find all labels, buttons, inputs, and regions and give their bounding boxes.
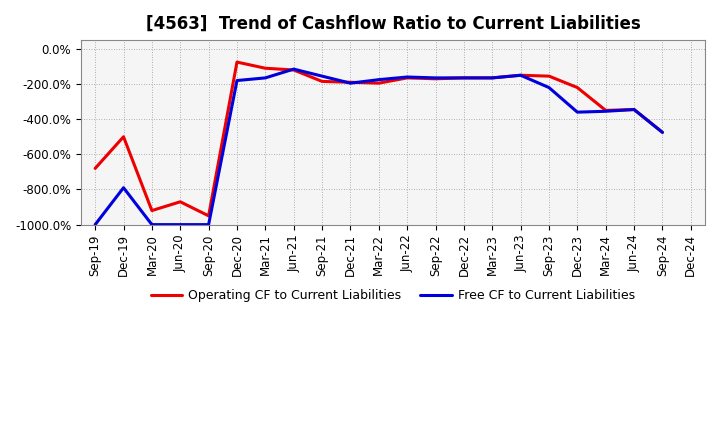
Operating CF to Current Liabilities (488, 75, 497, 81)
Free CF to Current Liabilities (148, 222, 156, 227)
Operating CF to Current Liabilities (289, 67, 298, 73)
Operating CF to Current Liabilities (120, 134, 128, 139)
Free CF to Current Liabilities (318, 73, 326, 79)
Free CF to Current Liabilities (261, 75, 270, 81)
Free CF to Current Liabilities (120, 185, 128, 191)
Operating CF to Current Liabilities (601, 108, 610, 113)
Operating CF to Current Liabilities (403, 75, 412, 81)
Free CF to Current Liabilities (289, 66, 298, 72)
Operating CF to Current Liabilities (374, 81, 383, 86)
Line: Free CF to Current Liabilities: Free CF to Current Liabilities (95, 69, 662, 225)
Free CF to Current Liabilities (431, 75, 440, 81)
Operating CF to Current Liabilities (261, 66, 270, 71)
Operating CF to Current Liabilities (148, 208, 156, 213)
Operating CF to Current Liabilities (176, 199, 184, 205)
Free CF to Current Liabilities (544, 85, 553, 90)
Operating CF to Current Liabilities (459, 75, 468, 81)
Free CF to Current Liabilities (374, 77, 383, 82)
Title: [4563]  Trend of Cashflow Ratio to Current Liabilities: [4563] Trend of Cashflow Ratio to Curren… (145, 15, 640, 33)
Free CF to Current Liabilities (488, 75, 497, 81)
Operating CF to Current Liabilities (233, 59, 241, 65)
Free CF to Current Liabilities (346, 81, 355, 86)
Operating CF to Current Liabilities (204, 213, 213, 219)
Operating CF to Current Liabilities (346, 80, 355, 85)
Legend: Operating CF to Current Liabilities, Free CF to Current Liabilities: Operating CF to Current Liabilities, Fre… (146, 284, 640, 307)
Free CF to Current Liabilities (459, 75, 468, 81)
Operating CF to Current Liabilities (431, 76, 440, 81)
Free CF to Current Liabilities (176, 222, 184, 227)
Free CF to Current Liabilities (658, 130, 667, 135)
Operating CF to Current Liabilities (516, 73, 525, 78)
Operating CF to Current Liabilities (544, 73, 553, 79)
Operating CF to Current Liabilities (658, 130, 667, 135)
Free CF to Current Liabilities (403, 74, 412, 80)
Operating CF to Current Liabilities (91, 166, 99, 171)
Free CF to Current Liabilities (204, 222, 213, 227)
Line: Operating CF to Current Liabilities: Operating CF to Current Liabilities (95, 62, 662, 216)
Free CF to Current Liabilities (91, 222, 99, 227)
Operating CF to Current Liabilities (630, 107, 639, 112)
Free CF to Current Liabilities (601, 109, 610, 114)
Free CF to Current Liabilities (630, 107, 639, 112)
Free CF to Current Liabilities (573, 110, 582, 115)
Operating CF to Current Liabilities (318, 79, 326, 84)
Free CF to Current Liabilities (233, 78, 241, 83)
Free CF to Current Liabilities (516, 73, 525, 78)
Operating CF to Current Liabilities (573, 85, 582, 90)
